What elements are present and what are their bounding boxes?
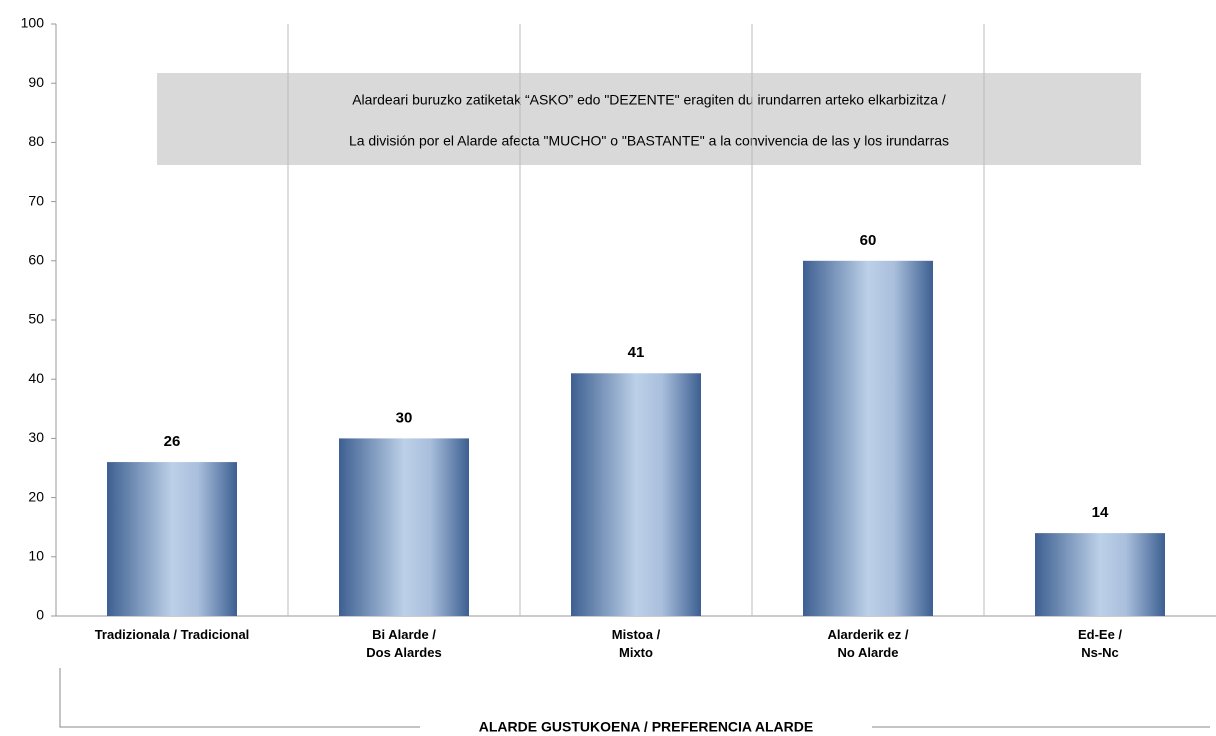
value-label: 30: [396, 409, 413, 426]
y-tick-label: 80: [28, 133, 44, 149]
x-tick-label: Bi Alarde / Dos Alardes: [366, 627, 441, 660]
y-tick-label: 30: [28, 429, 44, 445]
x-tick-label: Mistoa / Mixto: [612, 627, 661, 660]
value-label: 41: [628, 344, 645, 361]
x-axis-title: ALARDE GUSTUKOENA / PREFERENCIA ALARDE: [479, 719, 813, 735]
value-label: 26: [164, 433, 181, 450]
y-tick-label: 40: [28, 370, 44, 386]
value-label: 14: [1092, 504, 1109, 521]
y-tick-label: 50: [28, 311, 44, 327]
x-tick-label: Tradizionala / Tradicional: [95, 627, 250, 642]
y-tick-label: 0: [36, 607, 44, 623]
y-tick-label: 20: [28, 488, 44, 504]
bar: [803, 260, 933, 616]
x-tick-label: Ed-Ee / Ns-Nc: [1078, 627, 1122, 660]
y-tick-label: 90: [28, 74, 44, 90]
annotation: La división por el Alarde afecta "MUCHO"…: [349, 133, 949, 149]
y-tick-label: 100: [21, 15, 45, 31]
bar: [107, 462, 237, 616]
annotation: Alardeari buruzko zatiketak “ASKO” edo "…: [352, 92, 946, 108]
bar: [1035, 533, 1165, 616]
x-tick-label: Alarderik ez / No Alarde: [828, 627, 909, 660]
annotation-box: [157, 73, 1141, 165]
y-tick-label: 60: [28, 252, 44, 268]
y-tick-label: 10: [28, 548, 44, 564]
bracket: [59, 668, 420, 728]
value-label: 60: [860, 232, 877, 249]
bar: [571, 373, 701, 616]
y-tick-label: 70: [28, 192, 44, 208]
bar: [339, 438, 469, 616]
